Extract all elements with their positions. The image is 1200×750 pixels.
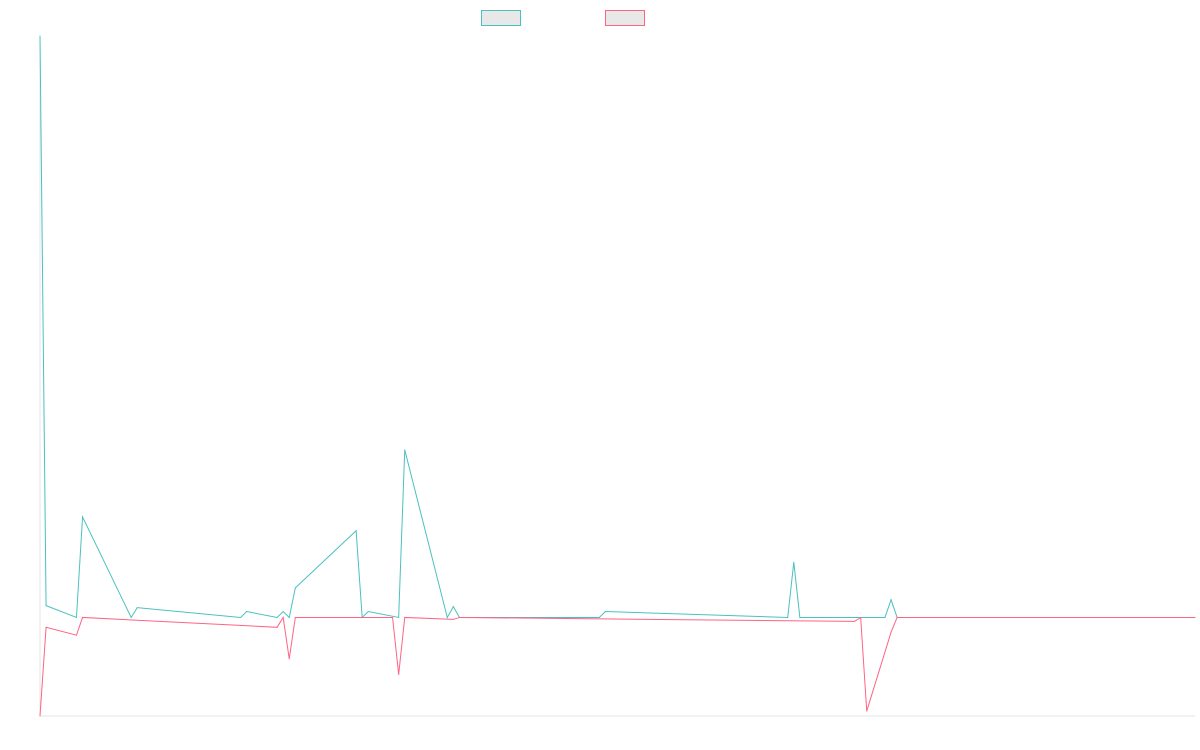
series-1-point: [367, 610, 369, 613]
series-1-point: [884, 616, 886, 619]
series-2-point: [294, 616, 296, 619]
series-2-point: [404, 616, 406, 619]
series-1-point: [598, 616, 600, 619]
series-2-point: [288, 658, 290, 660]
series-line-2: [39, 616, 1195, 717]
series-1-point: [404, 449, 406, 451]
series-1-point: [240, 616, 242, 619]
series-1-point: [799, 616, 801, 619]
series-2-point: [896, 616, 898, 619]
series-2-point: [276, 626, 278, 628]
series-1-point: [398, 616, 400, 619]
axes: [39, 36, 1195, 717]
series-1-point: [39, 35, 41, 37]
series-2-point: [860, 616, 862, 619]
series-2-point: [452, 618, 454, 621]
series-1-point: [604, 610, 606, 613]
series-1-point: [288, 616, 290, 619]
series-line-1: [39, 35, 1195, 619]
legend-swatch-2: [605, 10, 645, 26]
series-1-point: [793, 561, 795, 563]
series-1-point: [890, 599, 892, 601]
series-2-point: [890, 631, 892, 633]
legend-item-2[interactable]: [605, 10, 645, 26]
series-2-point: [391, 616, 394, 619]
series-1-point: [276, 616, 278, 619]
series-1-point: [136, 606, 138, 609]
series-1-point: [355, 530, 357, 532]
series-2-point: [282, 616, 284, 619]
series-1-point: [446, 616, 448, 619]
series-2-point: [458, 616, 461, 619]
series-2-point: [75, 634, 78, 636]
series-1-point: [452, 606, 454, 608]
series-1-point: [282, 610, 284, 613]
series-1-point: [787, 616, 789, 619]
series-2-point: [866, 710, 868, 712]
series-2-point: [45, 626, 47, 628]
series-1-point: [45, 605, 47, 607]
series-1-point: [294, 587, 296, 589]
series-2-point: [1194, 616, 1196, 619]
legend: [481, 10, 645, 26]
series-2-point: [39, 715, 41, 717]
series-2-point: [398, 674, 400, 676]
series-1-point: [130, 616, 132, 619]
series-2-point: [81, 616, 84, 619]
legend-swatch-1: [481, 10, 521, 26]
series-1-point: [81, 516, 84, 518]
series-2-point: [853, 620, 856, 622]
series-1-point: [246, 610, 248, 613]
series-layer: [39, 35, 1196, 717]
series-1-point: [75, 616, 78, 619]
legend-item-1[interactable]: [481, 10, 521, 26]
